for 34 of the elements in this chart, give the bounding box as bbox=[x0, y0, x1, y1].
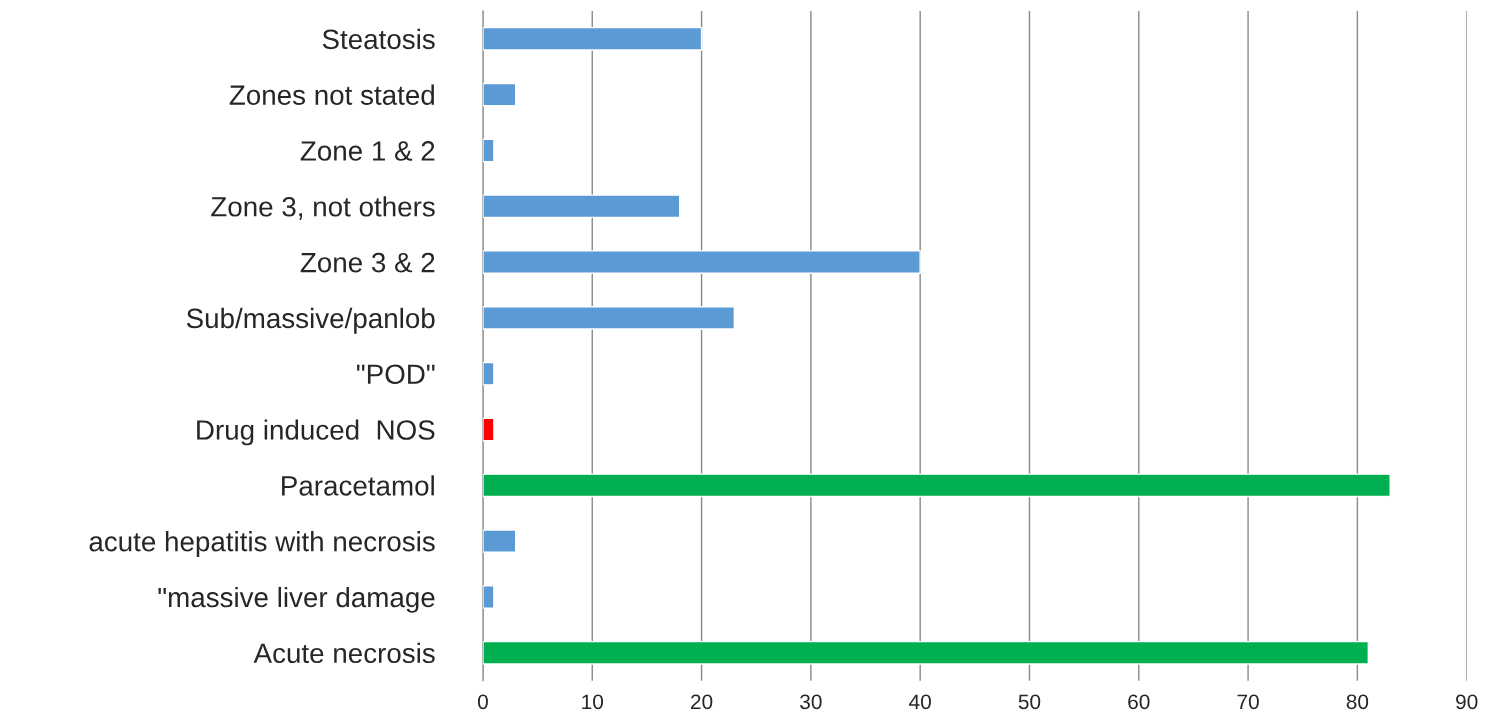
x-tick-label: 30 bbox=[800, 694, 822, 710]
x-tick-label: 60 bbox=[1128, 694, 1150, 710]
y-tick-label: Zone 3, not others bbox=[211, 196, 435, 220]
bar bbox=[482, 529, 517, 554]
bar bbox=[482, 138, 495, 163]
bar bbox=[482, 306, 736, 330]
bar bbox=[482, 26, 703, 51]
y-tick-label: Zone 3 & 2 bbox=[300, 252, 435, 273]
x-tick-label: 0 bbox=[477, 694, 488, 710]
bar bbox=[482, 640, 1370, 665]
bar bbox=[482, 417, 495, 442]
bar bbox=[482, 473, 1391, 498]
bar bbox=[482, 194, 681, 219]
x-tick-label: 80 bbox=[1346, 694, 1369, 710]
x-tick-label: 20 bbox=[691, 694, 713, 710]
bar bbox=[482, 585, 495, 609]
x-tick-label: 90 bbox=[1456, 694, 1478, 710]
x-tick-label: 50 bbox=[1018, 694, 1041, 710]
bar bbox=[482, 250, 921, 274]
y-tick-label: Paracetamol bbox=[282, 475, 434, 496]
x-tick-label: 70 bbox=[1237, 694, 1259, 710]
y-tick-label: Acute necrosis bbox=[253, 642, 435, 664]
x-tick-label: 10 bbox=[582, 694, 604, 710]
y-tick-label: Steatosis bbox=[322, 28, 435, 50]
y-tick-label: Zones not stated bbox=[229, 84, 434, 105]
y-tick-label: Drug induced NOS bbox=[197, 419, 435, 446]
y-tick-label: acute hepatitis with necrosis bbox=[89, 531, 435, 557]
bar bbox=[482, 361, 495, 386]
y-tick-label: Zone 1 & 2 bbox=[300, 141, 435, 161]
y-tick-label: Sub/massive/panlob bbox=[186, 307, 435, 334]
bar bbox=[482, 82, 517, 107]
x-tick-label: 40 bbox=[909, 694, 931, 710]
y-tick-label: "massive liver damage bbox=[158, 586, 435, 613]
y-tick-label: "POD" bbox=[356, 364, 435, 385]
